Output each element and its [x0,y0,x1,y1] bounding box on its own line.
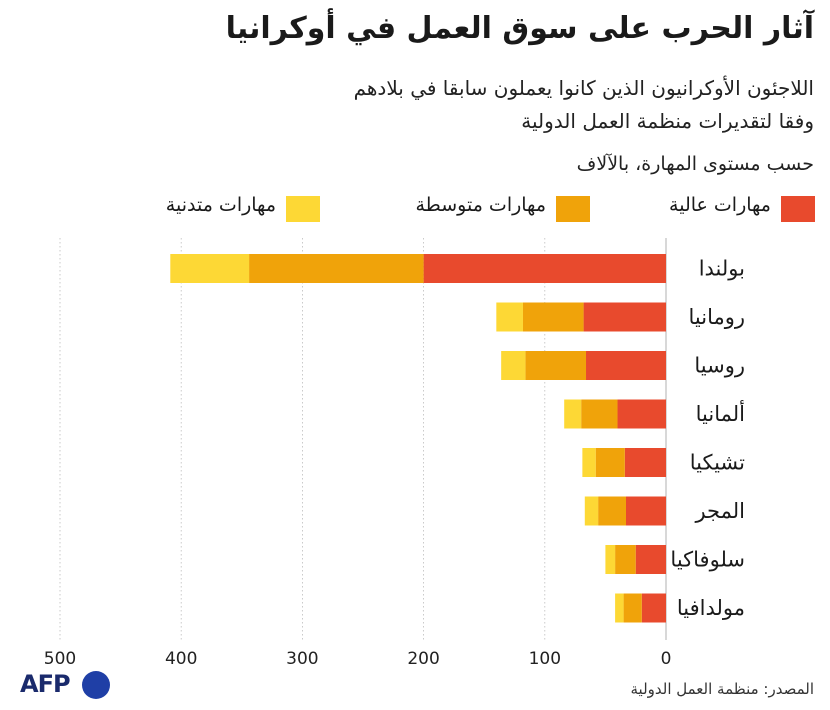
afp-logo-dot [82,671,110,699]
bar-segment-low [615,593,624,623]
x-tick-label: 500 [44,649,76,669]
bar-segment-medium [595,448,625,477]
bar-segment-high [635,545,666,574]
chart-legend: مهارات عالية مهارات متوسطة مهارات متدنية [0,192,830,228]
bar-segment-low [564,399,582,429]
bar-segment-medium [249,254,424,283]
legend-swatch-high [781,196,815,222]
bar-segment-medium [581,399,618,429]
legend-swatch-medium [556,196,590,222]
legend-item-medium: مهارات متوسطة [370,192,590,228]
bar-segment-high [583,302,666,332]
afp-logo: AFP [20,670,120,704]
bar-segment-low [501,351,526,380]
chart-subtitle-line-2: وفقا لتقديرات منظمة العمل الدولية [521,109,814,133]
bar-segment-medium [598,496,627,526]
category-label: ألمانيا [696,400,745,426]
category-label: بولندا [699,257,745,281]
bar-segment-low [605,545,616,574]
legend-swatch-low [286,196,320,222]
legend-label-medium: مهارات متوسطة [415,194,546,216]
legend-label-high: مهارات عالية [669,194,771,216]
bar-segment-high [624,448,666,477]
category-label: مولدافيا [677,596,745,620]
bar-segment-medium [615,545,636,574]
x-tick-label: 0 [661,649,672,669]
bar-segment-low [582,448,596,477]
chart-title: آثار الحرب على سوق العمل في أوكرانيا [225,11,814,46]
bar-segment-medium [623,593,642,623]
category-label: تشيكيا [690,451,745,475]
category-label: المجر [694,499,745,523]
bar-segment-high [641,593,666,623]
category-label: رومانيا [688,305,745,329]
bar-segment-high [626,496,666,526]
x-tick-label: 300 [286,649,318,669]
x-tick-label: 200 [407,649,439,669]
bar-segment-low [170,254,250,283]
category-label: سلوفاكيا [670,548,745,572]
bar-segment-high [586,351,666,380]
chart-subtitle-line-1: اللاجئون الأوكرانيون الذين كانوا يعملون … [353,76,814,100]
legend-label-low: مهارات متدنية [165,194,276,216]
category-label: روسيا [694,354,745,378]
bar-segment-low [496,302,523,332]
bar-segment-high [423,254,666,283]
bar-segment-low [584,496,599,526]
x-tick-label: 400 [165,649,197,669]
afp-logo-text: AFP [20,670,71,698]
bar-segment-medium [525,351,587,380]
chart-unit-label: حسب مستوى المهارة، بالآلاف [576,153,814,175]
bar-segment-high [617,399,666,429]
legend-item-high: مهارات عالية [640,192,815,228]
legend-item-low: مهارات متدنية [110,192,320,228]
x-tick-label: 100 [529,649,561,669]
bar-segment-medium [522,302,584,332]
source-note: المصدر: منظمة العمل الدولية [630,680,814,698]
